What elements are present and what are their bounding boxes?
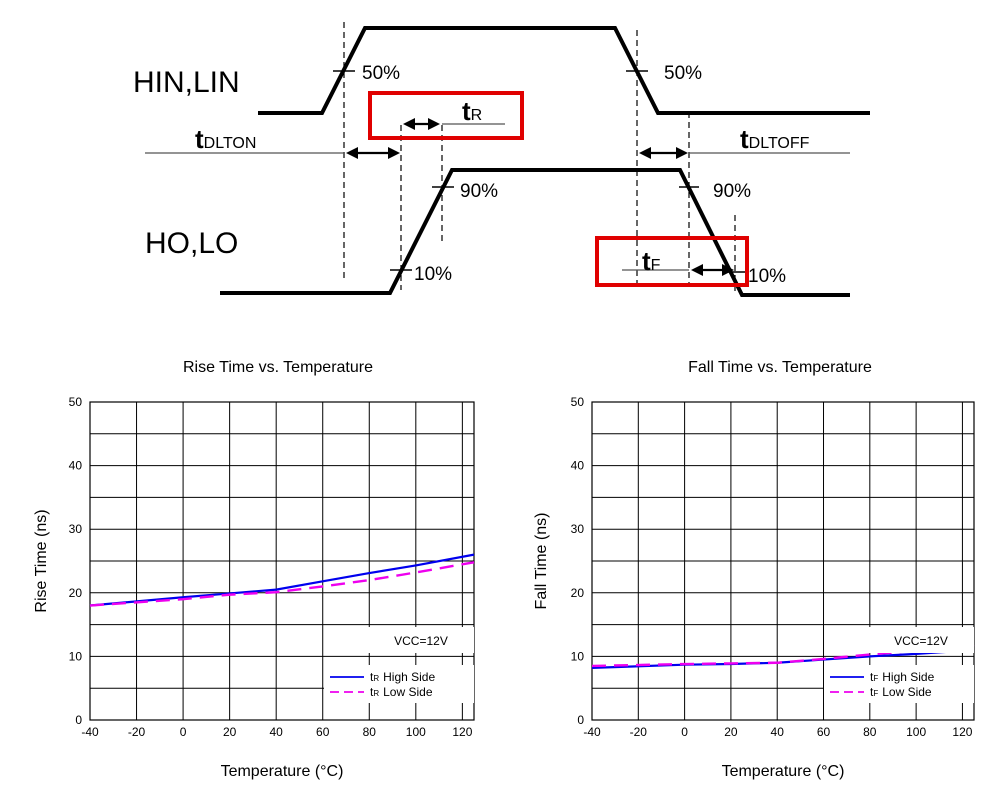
x-tick-label: 40 xyxy=(270,725,284,739)
y-tick-label: 20 xyxy=(69,586,83,600)
chart-rise-time: Rise Time vs. Temperature -40 -20 0 20 40 60 80… xyxy=(33,359,475,780)
tdltoff-arrow xyxy=(639,147,688,159)
pct-50-right: 50% xyxy=(664,63,702,84)
legend-label-high-side: tF High Side xyxy=(870,670,935,684)
plot-frame xyxy=(89,401,475,721)
tr-arrow xyxy=(403,118,440,130)
plot-frame xyxy=(591,401,975,721)
timing-diagram: HIN,LIN HO,LO 50% 50% 90% 90% 10% 10% tR… xyxy=(133,22,870,297)
x-tick-label: 100 xyxy=(406,725,426,739)
y-tick-label: 50 xyxy=(69,395,83,409)
legend-label-high-side: tR High Side xyxy=(370,670,435,684)
y-tick-label: 40 xyxy=(69,459,83,473)
y-tick-label: 0 xyxy=(75,713,82,727)
x-tick-label: 0 xyxy=(681,725,688,739)
legend-sub: R xyxy=(373,674,379,683)
x-axis-label: Temperature (°C) xyxy=(722,763,845,780)
x-tick-label: -20 xyxy=(128,725,146,739)
y-axis-label: Fall Time (ns) xyxy=(533,513,550,610)
legend-label-low-side: tR Low Side xyxy=(370,685,433,699)
y-tick-label: 20 xyxy=(571,586,585,600)
annotation-vcc: VCC=12V xyxy=(394,634,448,648)
x-tick-label: 60 xyxy=(316,725,330,739)
x-tick-label: 80 xyxy=(863,725,877,739)
pct-10-right: 10% xyxy=(748,266,786,287)
tf-highlight-box xyxy=(595,236,749,287)
legend-sym: t xyxy=(370,685,374,699)
y-tick-label: 50 xyxy=(571,395,585,409)
x-tick-label: 120 xyxy=(952,725,972,739)
x-tick-label: 40 xyxy=(771,725,785,739)
input-waveform xyxy=(258,26,870,115)
x-tick-label: -20 xyxy=(630,725,648,739)
pct-90-left: 90% xyxy=(460,181,498,202)
input-label: HIN,LIN xyxy=(133,66,240,99)
pct-90-right: 90% xyxy=(713,181,751,202)
legend-name: High Side xyxy=(882,670,934,684)
tf-arrow xyxy=(691,264,734,276)
legend-sub: R xyxy=(373,689,379,698)
x-tick-label: 100 xyxy=(906,725,926,739)
legend-sym: t xyxy=(370,670,374,684)
series-line-low-side xyxy=(89,561,475,607)
legend-name: High Side xyxy=(383,670,435,684)
legend-sym: t xyxy=(870,670,874,684)
pct-10-left: 10% xyxy=(414,264,452,285)
series-line-high-side xyxy=(591,648,975,669)
tdlton-arrow xyxy=(346,147,400,159)
legend-sub: F xyxy=(873,674,878,683)
x-tick-label: 20 xyxy=(724,725,738,739)
x-tick-label: 80 xyxy=(363,725,377,739)
chart-fall-time: Fall Time vs. Temperature -40 -20 0 20 40 60 80… xyxy=(533,359,975,780)
legend-bg xyxy=(824,665,974,703)
x-tick-label: -40 xyxy=(583,725,601,739)
x-axis-label: Temperature (°C) xyxy=(221,763,344,780)
x-tick-label: 120 xyxy=(452,725,472,739)
x-tick-label: 20 xyxy=(223,725,237,739)
legend-bg xyxy=(324,665,474,703)
legend-sym: t xyxy=(870,685,874,699)
tf-label: tF xyxy=(642,246,661,276)
legend-name: Low Side xyxy=(383,685,433,699)
y-tick-label: 10 xyxy=(69,649,83,663)
annotation-bg xyxy=(368,627,474,653)
x-tick-label: -40 xyxy=(81,725,99,739)
y-tick-label: 40 xyxy=(571,459,585,473)
x-tick-label: 60 xyxy=(817,725,831,739)
output-label: HO,LO xyxy=(145,227,238,260)
y-tick-label: 10 xyxy=(571,649,585,663)
legend-sub: F xyxy=(873,689,878,698)
chart-title: Fall Time vs. Temperature xyxy=(688,359,872,376)
y-axis-label: Rise Time (ns) xyxy=(33,509,50,612)
annotation-bg xyxy=(868,627,974,653)
tdlton-label: tDLTON xyxy=(195,124,256,154)
series-line-low-side xyxy=(591,643,975,668)
chart-title: Rise Time vs. Temperature xyxy=(183,359,373,376)
annotation-vcc: VCC=12V xyxy=(894,634,948,648)
legend-label-low-side: tF Low Side xyxy=(870,685,932,699)
x-tick-label: 0 xyxy=(180,725,187,739)
pct-50-left: 50% xyxy=(362,63,400,84)
y-tick-label: 30 xyxy=(69,522,83,536)
tr-highlight-box xyxy=(368,91,524,140)
tdltoff-label: tDLTOFF xyxy=(740,124,810,154)
y-tick-label: 30 xyxy=(571,522,585,536)
legend-name: Low Side xyxy=(882,685,932,699)
output-waveform xyxy=(220,168,850,297)
y-tick-label: 0 xyxy=(577,713,584,727)
series-line-high-side xyxy=(89,553,475,607)
tr-label: tR xyxy=(462,96,482,126)
